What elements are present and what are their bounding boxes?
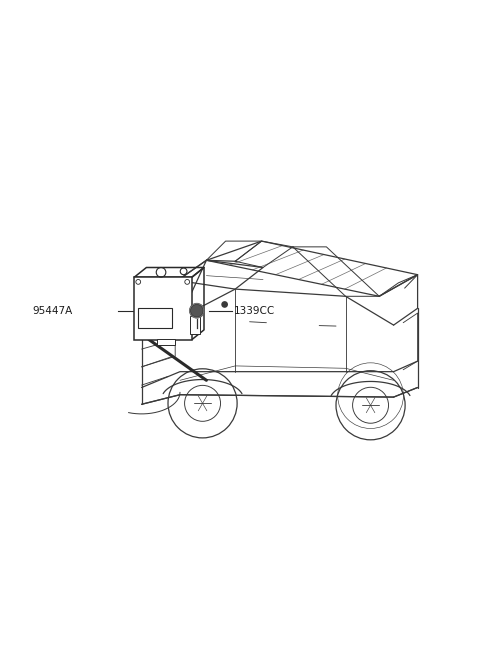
Bar (190, 316, 201, 334)
Bar (134, 277, 192, 339)
Text: 95447A: 95447A (33, 306, 73, 316)
Circle shape (221, 301, 228, 308)
Circle shape (189, 303, 204, 318)
Text: 1339CC: 1339CC (234, 306, 276, 316)
Bar (157, 339, 175, 345)
Bar (138, 308, 172, 328)
Circle shape (191, 305, 203, 317)
